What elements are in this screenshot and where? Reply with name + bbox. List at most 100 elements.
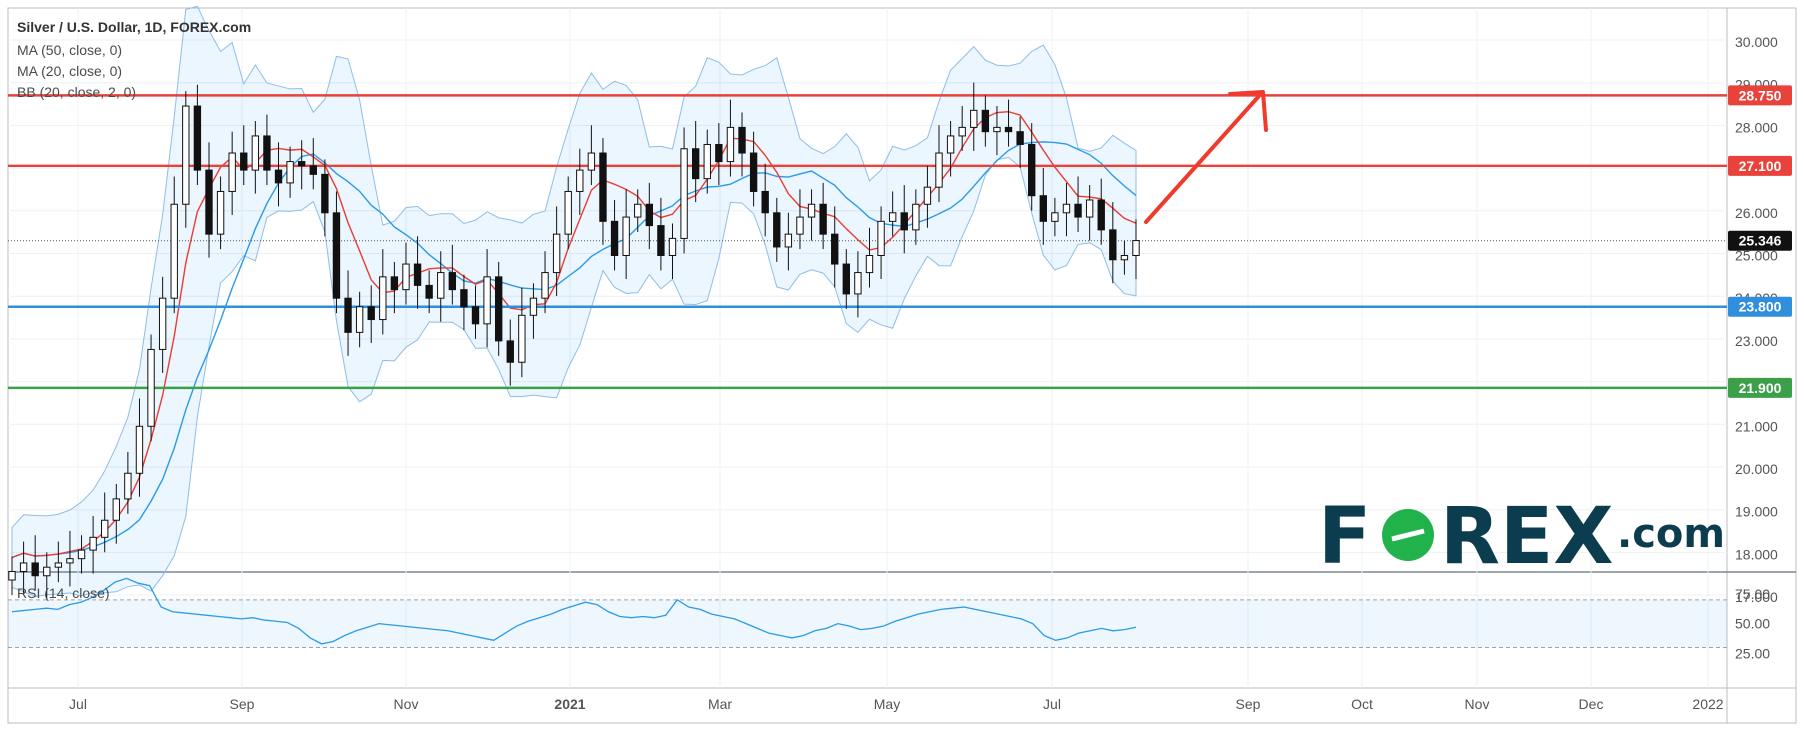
candle-body	[205, 169, 213, 235]
rsi-axis: 25.00 50.00 75.00	[1735, 586, 1770, 662]
time-tick-label: Sep	[230, 696, 255, 712]
candle-body	[298, 161, 306, 167]
candle-body	[228, 152, 236, 192]
candle-body	[715, 143, 723, 163]
candle-body	[1109, 229, 1117, 261]
horizontal-levels	[8, 94, 1727, 390]
grid	[8, 8, 1727, 688]
candle-body	[182, 105, 190, 205]
candle-body	[1016, 131, 1024, 145]
candle-body	[703, 143, 711, 180]
svg-text:F: F	[1318, 492, 1371, 582]
time-tick-label: 2022	[1692, 696, 1723, 712]
rsi-label[interactable]: RSI (14, close)	[17, 585, 110, 601]
rsi-line	[11, 577, 1137, 645]
candle-body	[796, 216, 804, 235]
rsi-tick-label: 75.00	[1735, 586, 1770, 602]
chart-title: Silver / U.S. Dollar, 1D, FOREX.com	[17, 19, 251, 35]
ma50-line	[11, 141, 1137, 559]
candle-body	[101, 519, 109, 538]
candle-body	[367, 306, 375, 321]
candle-body	[124, 472, 132, 500]
candle-body	[622, 216, 630, 257]
candle-body	[321, 173, 329, 214]
candle-body	[216, 190, 225, 235]
time-tick-label: Jul	[1043, 696, 1061, 712]
candle-body	[1097, 199, 1105, 231]
time-tick-label: May	[874, 696, 900, 712]
candle-body	[726, 126, 735, 163]
candle-body	[483, 276, 491, 325]
candle-body	[1028, 143, 1036, 197]
candle-body	[518, 314, 526, 363]
rsi-tick-label: 50.00	[1735, 616, 1770, 632]
time-axis: Jul Sep Nov 2021 Mar May Jul Sep Oct Nov Dec 2022	[69, 696, 1724, 712]
candle-body	[158, 297, 167, 350]
level-price-label: 27.100	[1739, 158, 1782, 174]
candle-body	[587, 152, 596, 171]
svg-text:.com: .com	[1617, 511, 1725, 557]
chart-frame	[7, 7, 1797, 724]
candle-body	[1039, 195, 1047, 222]
candle-body	[43, 566, 51, 577]
candle-body	[355, 306, 364, 333]
level-price-label: 21.900	[1739, 380, 1782, 396]
candle-body	[66, 558, 74, 564]
candle-body	[564, 190, 572, 235]
candle-body	[77, 549, 86, 560]
candle-body	[54, 562, 63, 568]
price-tick-label: 18.000	[1735, 546, 1778, 562]
candle-body	[19, 562, 28, 572]
candle-body	[610, 220, 619, 256]
candle-body	[1120, 255, 1129, 261]
moving-averages	[11, 110, 1137, 559]
candle-body	[1004, 126, 1013, 133]
time-tick-label: 2021	[554, 696, 585, 712]
candle-body	[170, 203, 178, 299]
time-tick-label: Sep	[1236, 696, 1261, 712]
ma50-label[interactable]: MA (50, close, 0)	[17, 42, 122, 58]
candle-body	[923, 186, 932, 205]
candle-body	[274, 169, 283, 184]
candle-body	[309, 165, 317, 175]
candle-body	[958, 126, 966, 137]
rsi-tick-label: 25.00	[1735, 645, 1770, 661]
candle-body	[970, 109, 978, 128]
candle-body	[193, 105, 202, 171]
ma20-line	[11, 110, 1137, 559]
candle-body	[286, 161, 294, 184]
candle-body	[842, 263, 850, 295]
candle-body	[529, 297, 538, 316]
rsi-pane	[8, 577, 1727, 648]
level-price-label: 23.800	[1739, 299, 1782, 315]
candle-body	[981, 109, 990, 133]
price-tick-label: 23.000	[1735, 333, 1778, 349]
forex-logo: F REX .com	[1318, 492, 1725, 582]
candle-body	[576, 169, 584, 192]
candle-body	[240, 152, 248, 171]
target-arrow[interactable]	[1144, 90, 1268, 224]
candle-body	[251, 135, 260, 171]
time-tick-label: Dec	[1579, 696, 1604, 712]
rsi-band	[8, 599, 1727, 648]
price-tick-label: 19.000	[1735, 504, 1778, 520]
candle-body	[460, 289, 468, 308]
price-labels: 28.750 27.100 23.800 21.900 25.346	[1728, 85, 1792, 398]
candle-body	[599, 152, 607, 222]
price-tick-label: 30.000	[1735, 34, 1778, 50]
svg-text:REX: REX	[1440, 492, 1613, 582]
price-tick-label: 26.000	[1735, 205, 1778, 221]
time-tick-label: Mar	[708, 696, 732, 712]
candle-body	[494, 276, 503, 342]
candle-body	[402, 263, 410, 291]
candle-body	[888, 212, 897, 222]
candle-body	[773, 212, 781, 248]
level-price-label-bg	[1728, 155, 1792, 176]
candle-body	[657, 225, 665, 256]
candle-body	[865, 255, 874, 274]
ma20-label[interactable]: MA (20, close, 0)	[17, 63, 122, 79]
bb-label[interactable]: BB (20, close, 2, 0)	[17, 84, 136, 100]
time-tick-label: Oct	[1351, 696, 1373, 712]
logo-o-slash	[1391, 528, 1425, 542]
